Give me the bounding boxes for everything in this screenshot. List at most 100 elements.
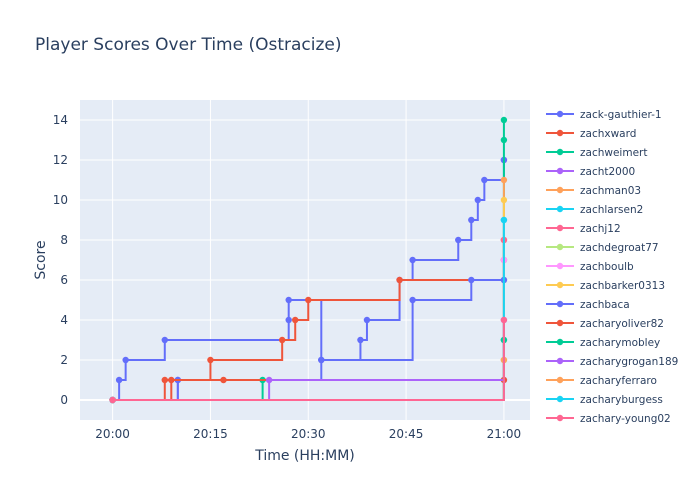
- legend-swatch-marker: [556, 357, 564, 365]
- legend-item[interactable]: zack-gauthier-1: [546, 109, 662, 121]
- legend-item[interactable]: zachboulb: [546, 261, 634, 273]
- y-tick-label: 4: [60, 313, 68, 327]
- legend-swatch-marker: [556, 167, 564, 175]
- data-point: [305, 296, 312, 304]
- data-point: [161, 336, 168, 344]
- x-axis-title: Time (HH:MM): [254, 448, 355, 464]
- data-point: [285, 296, 292, 304]
- legend-label: zacharyoliver82: [580, 318, 664, 330]
- series-line: [112, 279, 504, 401]
- data-point: [220, 376, 227, 384]
- data-point: [409, 256, 416, 264]
- data-point: [474, 196, 482, 204]
- legend-item[interactable]: zacharyburgess: [546, 394, 663, 406]
- y-tick-label: 2: [60, 353, 68, 367]
- legend-swatch-marker: [556, 414, 564, 422]
- series-layer: [109, 116, 508, 404]
- legend-item[interactable]: zachbarker0313: [546, 280, 665, 292]
- data-point: [207, 356, 214, 364]
- data-point: [500, 176, 508, 184]
- x-tick-label: 20:00: [95, 427, 130, 441]
- x-tick-label: 21:00: [487, 427, 522, 441]
- y-tick-label: 14: [53, 113, 68, 127]
- legend-label: zachlarsen2: [580, 204, 643, 216]
- legend-label: zachweimert: [580, 147, 647, 159]
- legend-swatch-marker: [556, 186, 564, 194]
- data-point: [468, 216, 475, 224]
- data-point: [409, 296, 416, 304]
- y-tick-label: 6: [60, 273, 68, 287]
- legend-item[interactable]: zacharygrogan189: [546, 356, 678, 368]
- data-point: [500, 316, 508, 324]
- legend-item[interactable]: zachbaca: [546, 299, 630, 311]
- legend-item[interactable]: zachman03: [546, 185, 641, 197]
- legend-swatch-marker: [556, 148, 564, 156]
- legend[interactable]: zack-gauthier-1 zachxward zachweimert zacht…: [540, 100, 700, 425]
- legend-label: zacharymobley: [580, 337, 660, 349]
- y-ticks: 0 2 4 6 8 10 12 14: [53, 113, 68, 407]
- series-zachary-young02: [109, 316, 508, 404]
- data-point: [468, 276, 475, 284]
- legend-swatch-marker: [556, 281, 564, 289]
- legend-item[interactable]: zachweimert: [546, 147, 647, 159]
- data-point: [292, 316, 299, 324]
- data-point: [168, 376, 175, 384]
- legend-label: zacharyferraro: [580, 375, 657, 387]
- data-point: [500, 196, 508, 204]
- data-point: [285, 316, 292, 324]
- series-line: [112, 320, 505, 401]
- data-point: [481, 176, 488, 184]
- legend-swatch-marker: [556, 395, 564, 403]
- legend-label: zachxward: [580, 128, 636, 140]
- data-point: [396, 276, 403, 284]
- chart-title: Player Scores Over Time (Ostracize): [35, 35, 342, 55]
- data-point: [318, 356, 325, 364]
- legend-item[interactable]: zachary-young02: [546, 413, 671, 425]
- x-tick-label: 20:15: [193, 427, 228, 441]
- legend-swatch-marker: [556, 129, 564, 137]
- data-point: [115, 376, 123, 384]
- legend-item[interactable]: zachj12: [546, 223, 621, 235]
- data-point: [109, 396, 116, 404]
- x-tick-label: 20:45: [389, 427, 424, 441]
- legend-item[interactable]: zachxward: [546, 128, 636, 140]
- legend-label: zachbarker0313: [580, 280, 665, 292]
- legend-item[interactable]: zacharyoliver82: [546, 318, 664, 330]
- legend-label: zachj12: [580, 223, 621, 235]
- y-tick-label: 10: [53, 193, 68, 207]
- data-point: [278, 336, 286, 344]
- data-point: [265, 376, 273, 384]
- legend-item[interactable]: zacharyferraro: [546, 375, 657, 387]
- legend-label: zachboulb: [580, 261, 634, 273]
- legend-item[interactable]: zacht2000: [546, 166, 635, 178]
- legend-swatch-marker: [556, 224, 564, 232]
- legend-swatch-marker: [556, 338, 564, 346]
- legend-label: zachbaca: [580, 299, 630, 311]
- legend-swatch-marker: [556, 205, 564, 213]
- legend-swatch-marker: [556, 243, 564, 251]
- y-tick-label: 8: [60, 233, 68, 247]
- data-point: [363, 316, 371, 324]
- data-point: [455, 236, 462, 244]
- legend-label: zack-gauthier-1: [580, 109, 662, 121]
- legend-label: zachman03: [580, 185, 641, 197]
- legend-label: zacht2000: [580, 166, 635, 178]
- y-tick-label: 0: [60, 393, 68, 407]
- legend-item[interactable]: zacharymobley: [546, 337, 660, 349]
- legend-background: [540, 100, 700, 422]
- legend-item[interactable]: zachlarsen2: [546, 204, 643, 216]
- y-tick-label: 12: [53, 153, 68, 167]
- legend-label: zachary-young02: [580, 413, 671, 425]
- data-point: [500, 136, 508, 144]
- legend-item[interactable]: zachdegroat77: [546, 242, 659, 254]
- data-point: [122, 356, 129, 364]
- y-axis-title: Score: [33, 240, 49, 279]
- legend-swatch-marker: [556, 300, 564, 308]
- legend-swatch-marker: [556, 319, 564, 327]
- legend-swatch-marker: [556, 376, 564, 384]
- data-point: [500, 116, 508, 124]
- x-tick-label: 20:30: [291, 427, 326, 441]
- legend-label: zacharyburgess: [580, 394, 663, 406]
- legend-label: zachdegroat77: [580, 242, 659, 254]
